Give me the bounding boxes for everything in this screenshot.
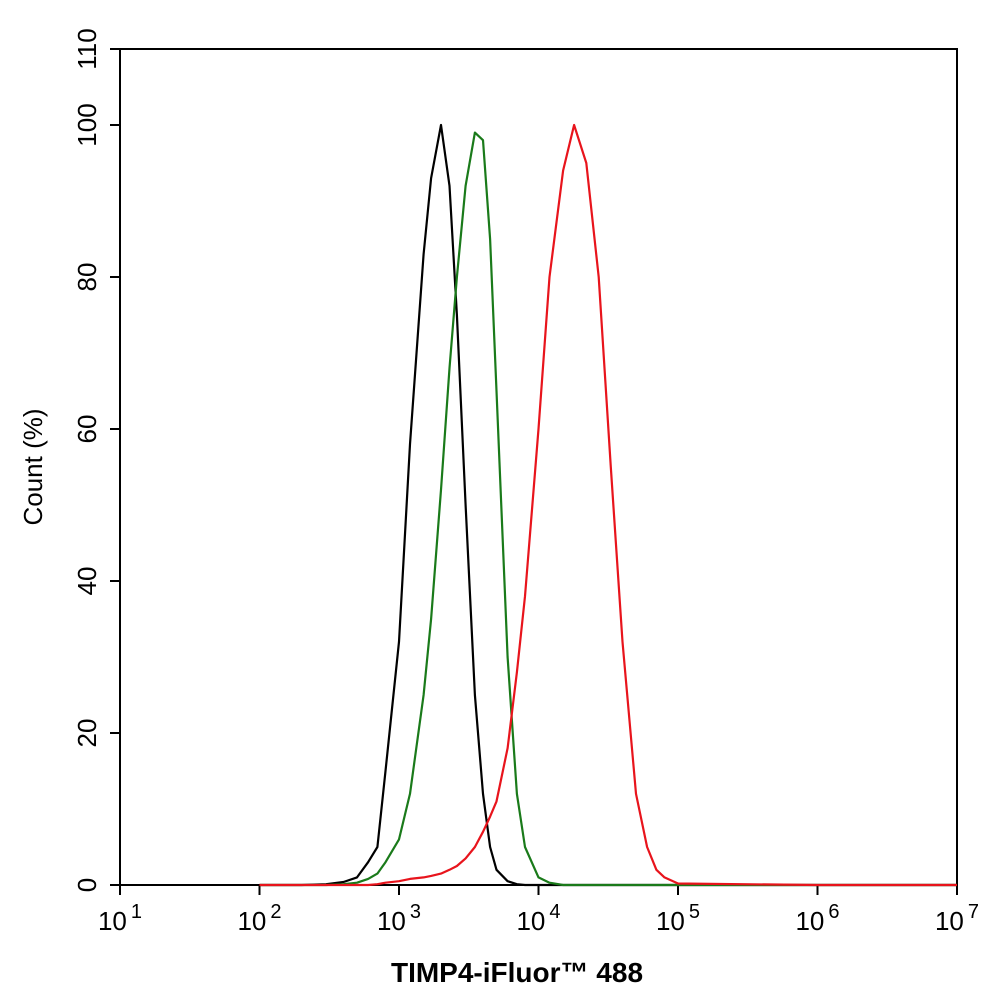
plot-frame [119,48,958,886]
y-tick-label: 100 [72,103,102,146]
x-tick-exponent: 5 [689,901,700,923]
x-axis-label: TIMP4-iFluor™ 488 [391,957,643,988]
x-tick-label: 10 2 [237,901,281,936]
y-tick-label: 0 [72,878,102,892]
x-tick-label: 10 6 [795,901,839,936]
x-tick-base: 10 [98,906,127,936]
y-tick-label: 110 [72,28,102,69]
x-tick-label: 10 4 [516,901,560,936]
x-tick-label: 10 7 [935,901,979,936]
y-axis-label: Count (%) [18,408,48,525]
x-tick-label: 10 5 [656,901,700,936]
x-tick-exponent: 6 [828,901,839,923]
x-tick-exponent: 7 [968,901,979,923]
histogram-line [259,131,957,887]
x-tick-exponent: 1 [131,901,142,923]
x-tick-base: 10 [656,906,685,936]
x-tick-base: 10 [935,906,964,936]
x-tick-label: 10 3 [377,901,421,936]
y-tick-label: 40 [72,567,102,596]
x-tick-base: 10 [237,906,266,936]
x-tick-exponent: 4 [549,901,560,923]
histogram-line [259,123,957,887]
x-tick-base: 10 [795,906,824,936]
y-tick-label: 20 [72,719,102,748]
x-tick-base: 10 [516,906,545,936]
histogram-line [259,123,957,887]
x-tick-exponent: 3 [410,901,421,923]
y-tick-label: 80 [72,263,102,292]
x-tick-exponent: 2 [270,901,281,923]
y-tick-label: 60 [72,415,102,444]
x-tick-base: 10 [377,906,406,936]
x-tick-label: 10 1 [98,901,142,936]
